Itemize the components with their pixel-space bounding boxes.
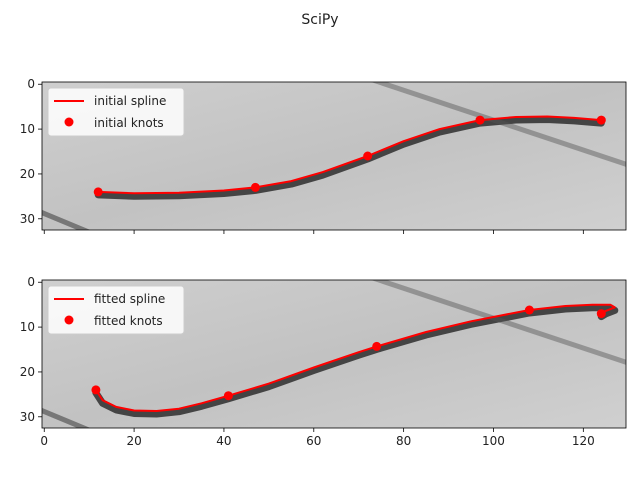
bottom-y-tick-label: 10 (20, 320, 35, 334)
bottom-spline-line (95, 303, 616, 412)
bottom-legend: fitted spline fitted knots (47, 285, 185, 335)
bottom-x-tick-label: 60 (306, 434, 321, 448)
bottom-image-corner-stroke (42, 407, 91, 428)
bottom-knot-point (596, 309, 606, 319)
bottom-y-tick-label: 20 (20, 365, 35, 379)
bottom-knot-point (91, 385, 101, 395)
bottom-legend-label-knots: fitted knots (94, 314, 163, 328)
bottom-y-tick-label: 0 (27, 275, 35, 289)
top-image-corner-stroke (42, 209, 91, 230)
bottom-image-faint-stroke (371, 280, 626, 365)
top-knot-point (596, 115, 606, 125)
top-subplot: 0 10 20 30 initial spline initial knots (20, 77, 627, 234)
top-legend-marker-swatch (64, 117, 74, 127)
bottom-knot-point (372, 341, 382, 351)
top-legend: initial spline initial knots (47, 87, 185, 137)
bottom-knot-point (524, 305, 534, 315)
top-knot-point (363, 151, 373, 161)
bottom-knot-point (223, 391, 233, 401)
bottom-x-tick-label: 40 (216, 434, 231, 448)
top-legend-label-spline: initial spline (94, 94, 166, 108)
figure-title: SciPy (301, 12, 338, 28)
bottom-x-tick-label: 0 (40, 434, 48, 448)
top-legend-label-knots: initial knots (94, 116, 164, 130)
bottom-x-tick-label: 120 (572, 434, 595, 448)
bottom-x-tick-label: 20 (126, 434, 141, 448)
top-axes-frame (41, 81, 627, 231)
top-y-tick-label: 0 (27, 77, 35, 91)
top-y-tick-label: 30 (20, 212, 35, 226)
top-image-faint-stroke (371, 82, 626, 167)
bottom-image-dark-stroke (92, 304, 619, 418)
bottom-y-tick-label: 30 (20, 410, 35, 424)
bottom-legend-label-spline: fitted spline (94, 292, 165, 306)
top-knot-point (250, 182, 260, 192)
bottom-x-tick-label: 80 (396, 434, 411, 448)
bottom-x-tick-label: 100 (482, 434, 505, 448)
bottom-axes-frame (41, 279, 627, 429)
top-knot-point (475, 115, 485, 125)
bottom-legend-marker-swatch (64, 315, 74, 325)
top-y-tick-label: 10 (20, 122, 35, 136)
top-y-tick-label: 20 (20, 167, 35, 181)
bottom-subplot: 0 20 40 60 80 100 120 0 10 20 30 fitted spline fit… (20, 275, 627, 448)
top-knot-point (93, 187, 103, 197)
